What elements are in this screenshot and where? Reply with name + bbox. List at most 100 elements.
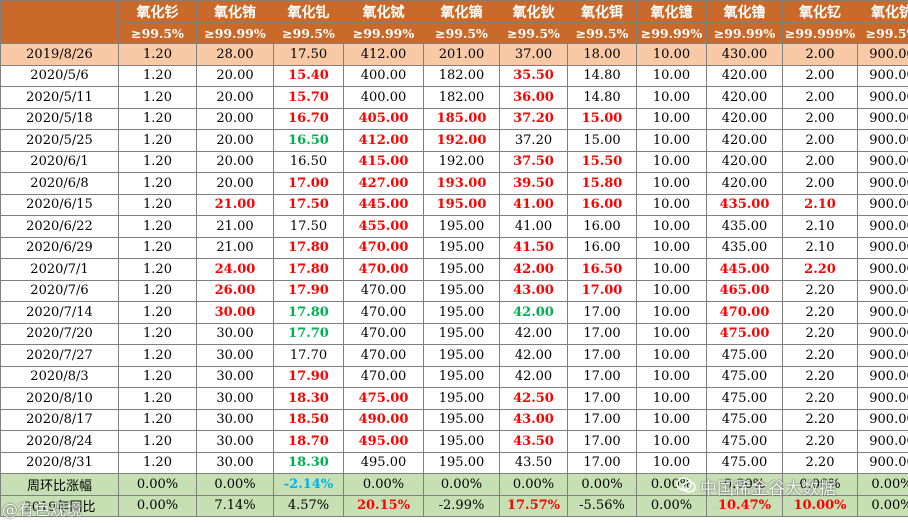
price-cell: 10.00	[636, 129, 707, 152]
row-date: 2020/6/8	[0, 172, 119, 195]
row-date: 2020/8/10	[0, 387, 119, 410]
price-cell: 412.00	[343, 129, 424, 152]
price-cell: 37.00	[499, 43, 568, 66]
price-cell: 195.00	[423, 365, 500, 388]
price-cell: 15.00	[567, 129, 637, 152]
price-cell: 21.00	[196, 193, 274, 216]
price-cell: 43.00	[499, 279, 568, 302]
price-cell: 20.00	[196, 86, 274, 109]
column-header-purity: ≥99.99%	[706, 22, 783, 44]
price-cell: 10.00	[636, 150, 707, 173]
price-cell: 195.00	[423, 322, 500, 345]
price-cell: 10.00	[636, 430, 707, 453]
price-cell: 195.00	[423, 408, 500, 431]
price-cell: 427.00	[343, 172, 424, 195]
price-cell: 2.20	[782, 301, 858, 324]
price-cell: 1.20	[118, 258, 197, 281]
price-cell: 1.20	[118, 43, 197, 66]
summary-cell: 0.00%	[782, 473, 858, 496]
price-cell: 16.00	[567, 236, 637, 259]
summary-cell: 17.57%	[499, 494, 568, 517]
column-header-name: 氧化钇	[782, 0, 858, 23]
column-header-name: 氧化镱	[636, 0, 707, 23]
price-cell: 17.80	[273, 236, 344, 259]
table-row: 2020/5/11 1.20 20.00 15.70 400.00 182.00 36.00…	[0, 86, 908, 109]
price-cell: 17.80	[273, 301, 344, 324]
summary-cell: -2.14%	[273, 473, 344, 496]
price-cell: 900.00	[857, 64, 908, 87]
price-cell: 10.00	[636, 43, 707, 66]
row-date: 2020/8/31	[0, 451, 119, 474]
summary-cell: 0.00%	[118, 494, 197, 517]
price-cell: 1.20	[118, 150, 197, 173]
price-cell: 10.00	[636, 193, 707, 216]
price-cell: 900.00	[857, 387, 908, 410]
column-header-name: 氧化钐	[118, 0, 197, 23]
price-cell: 900.00	[857, 408, 908, 431]
price-cell: 475.00	[706, 387, 783, 410]
table-body: 2019/8/26 1.20 28.00 17.50 412.00 201.00 37.00…	[0, 43, 908, 517]
price-cell: 195.00	[423, 451, 500, 474]
price-cell: 17.00	[567, 387, 637, 410]
price-cell: 42.00	[499, 344, 568, 367]
price-cell: 43.00	[499, 408, 568, 431]
wechat-icon	[676, 477, 696, 493]
price-cell: 182.00	[423, 86, 500, 109]
column-header-name: 氧化钪	[857, 0, 908, 23]
price-cell: 15.50	[567, 150, 637, 173]
price-cell: 17.50	[273, 215, 344, 238]
price-cell: 900.00	[857, 129, 908, 152]
price-cell: 900.00	[857, 451, 908, 474]
price-cell: 17.50	[273, 43, 344, 66]
header-corner	[0, 0, 119, 44]
price-cell: 475.00	[343, 387, 424, 410]
row-date: 2020/5/18	[0, 107, 119, 130]
price-cell: 16.00	[567, 215, 637, 238]
price-cell: 185.00	[423, 107, 500, 130]
price-cell: 17.90	[273, 365, 344, 388]
header-row-purity: ≥99.5% ≥99.99% ≥99.5% ≥99.99% ≥99.5% ≥99.5% ≥9…	[1, 22, 908, 44]
price-cell: 30.00	[196, 301, 274, 324]
price-cell: 17.00	[567, 430, 637, 453]
price-cell: 900.00	[857, 43, 908, 66]
price-cell: 17.00	[567, 408, 637, 431]
price-cell: 42.00	[499, 365, 568, 388]
price-cell: 17.00	[567, 344, 637, 367]
price-cell: 475.00	[706, 451, 783, 474]
column-header-name: 氧化钬	[499, 0, 568, 23]
price-cell: 900.00	[857, 279, 908, 302]
row-date: 2020/6/29	[0, 236, 119, 259]
column-header-purity: ≥99.5%	[499, 22, 568, 44]
row-date: 2020/7/20	[0, 322, 119, 345]
price-cell: 2.00	[782, 150, 858, 173]
price-cell: 470.00	[343, 322, 424, 345]
price-cell: 900.00	[857, 193, 908, 216]
price-cell: 1.20	[118, 408, 197, 431]
summary-cell: 0.00%	[423, 473, 500, 496]
price-cell: 41.00	[499, 193, 568, 216]
column-header-name: 氧化钆	[273, 0, 344, 23]
price-cell: 26.00	[196, 279, 274, 302]
price-cell: 20.00	[196, 64, 274, 87]
price-cell: 192.00	[423, 150, 500, 173]
table-row: 2020/8/3 1.20 30.00 17.90 470.00 195.00 42.00 1…	[0, 365, 908, 388]
column-header-purity: ≥99.99%	[196, 22, 274, 44]
column-header-purity: ≥99.5%	[273, 22, 344, 44]
price-cell: 900.00	[857, 215, 908, 238]
row-date: 2020/7/27	[0, 344, 119, 367]
price-cell: 42.50	[499, 387, 568, 410]
table-row: 2019/8/26 1.20 28.00 17.50 412.00 201.00 37.00…	[0, 43, 908, 66]
price-cell: 1.20	[118, 193, 197, 216]
price-cell: 2.20	[782, 451, 858, 474]
price-cell: 10.00	[636, 387, 707, 410]
price-cell: 10.00	[636, 258, 707, 281]
row-date: 2020/6/1	[0, 150, 119, 173]
header-row-names: 氧化钐氧化铕氧化钆氧化铽氧化镝氧化钬氧化铒氧化镱氧化镥氧化钇氧化钪	[0, 0, 908, 44]
price-cell: 16.50	[567, 258, 637, 281]
price-cell: 900.00	[857, 107, 908, 130]
summary-cell: 4.57%	[273, 494, 344, 517]
price-cell: 10.00	[636, 408, 707, 431]
price-cell: 2.20	[782, 365, 858, 388]
price-cell: 17.00	[273, 172, 344, 195]
price-cell: 10.00	[636, 279, 707, 302]
